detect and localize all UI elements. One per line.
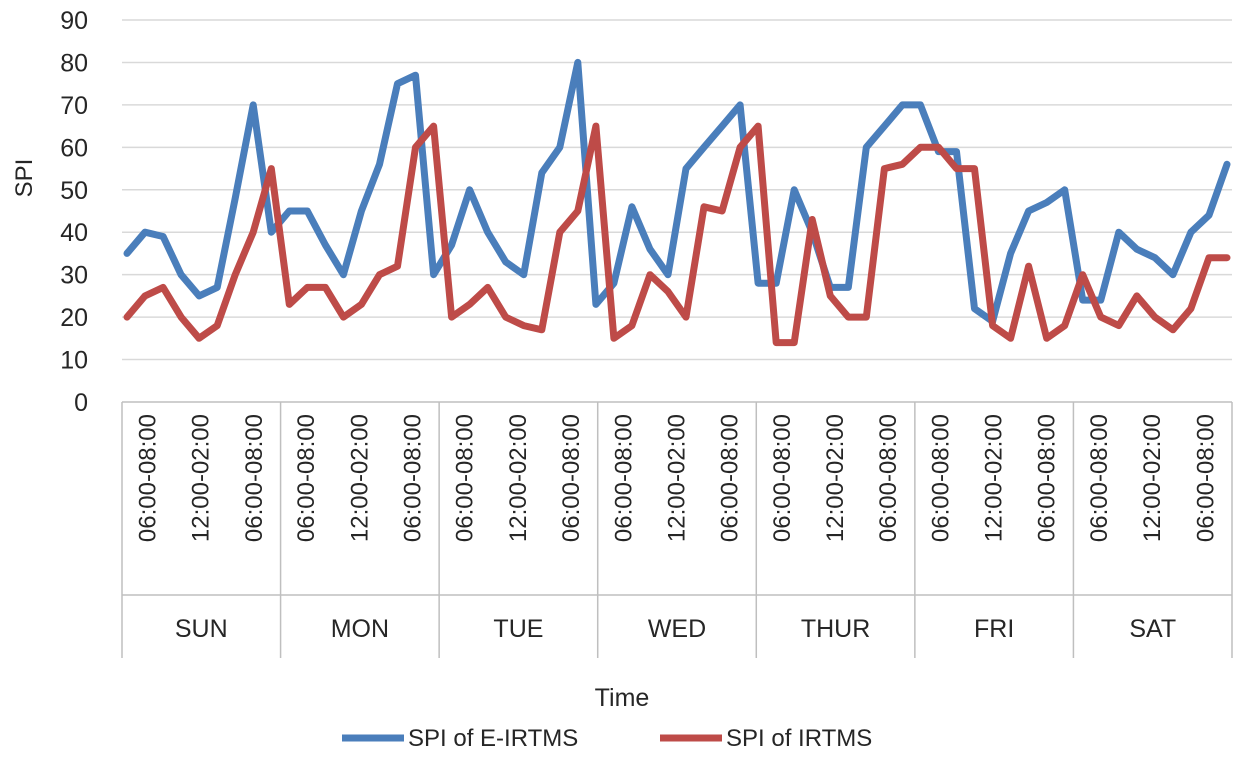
y-axis: 0 10 20 30 40 50 60 70 80 90 [60,7,88,417]
x-tick-label: 06:00-08:00 [1034,414,1061,542]
y-tick-label: 50 [60,177,88,205]
x-tick-label: 06:00-08:00 [927,414,954,542]
legend-label-irtms: SPI of IRTMS [726,725,872,752]
gridlines [122,19,1232,361]
group-label-sun: SUN [175,615,228,643]
x-tick-label: 06:00-08:00 [769,414,796,542]
x-tick-label: 12:00-02:00 [663,414,690,542]
x-tick-label: 12:00-02:00 [346,414,373,542]
series-line-irtms [123,122,1231,347]
y-tick-label: 20 [60,304,88,332]
x-tick-label: 12:00-02:00 [505,414,532,542]
x-tick-label: 06:00-08:00 [135,414,162,542]
group-label-sat: SAT [1129,615,1176,643]
legend-label-e-irtms: SPI of E-IRTMS [408,725,578,752]
y-tick-label: 0 [74,389,88,417]
x-tick-label: 06:00-08:00 [558,414,585,542]
y-tick-label: 80 [60,49,88,77]
x-tick-label: 12:00-02:00 [981,414,1008,542]
series-line-e-irtms [123,58,1231,325]
group-label-wed: WED [648,615,706,643]
x-axis-label: Time [595,684,650,712]
x-tick-label: 06:00-08:00 [1086,414,1113,542]
group-label-thur: THUR [801,615,870,643]
x-axis: SUN MON TUE WED THUR FRI SAT 06:00-08:00 12:00-0… [121,401,1233,658]
x-tick-label: 06:00-08:00 [241,414,268,542]
x-tick-label: 06:00-08:00 [452,414,479,542]
y-tick-label: 10 [60,347,88,375]
y-tick-label: 70 [60,92,88,120]
y-tick-label: 30 [60,262,88,290]
x-tick-label: 06:00-08:00 [717,414,744,542]
x-tick-label: 12:00-02:00 [188,414,215,542]
y-tick-label: 40 [60,219,88,247]
y-tick-label: 60 [60,134,88,162]
y-tick-label: 90 [60,7,88,35]
group-label-fri: FRI [974,615,1014,643]
group-label-mon: MON [331,615,389,643]
x-tick-label: 06:00-08:00 [399,414,426,542]
x-tick-label: 06:00-08:00 [610,414,637,542]
legend: SPI of E-IRTMS SPI of IRTMS [342,725,872,752]
x-tick-label: 06:00-08:00 [293,414,320,542]
series-lines [123,58,1231,347]
x-tick-label: 12:00-02:00 [1139,414,1166,542]
x-tick-label: 06:00-08:00 [1192,414,1219,542]
x-tick-label: 12:00-02:00 [822,414,849,542]
group-label-tue: TUE [493,615,543,643]
y-axis-label: SPI [11,159,38,198]
x-tick-label: 06:00-08:00 [875,414,902,542]
